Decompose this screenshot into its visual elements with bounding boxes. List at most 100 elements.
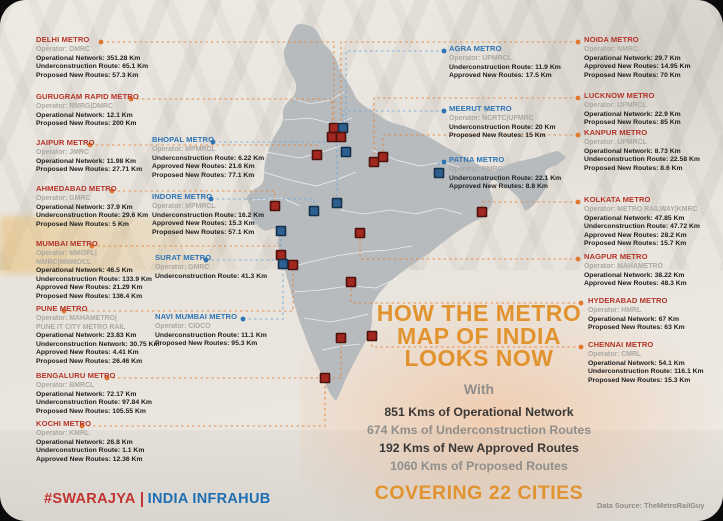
- city-operator: Operator: METRO RAILWAY|KMRC: [584, 206, 698, 214]
- city-stat: Operational Network: 12.1 Km: [36, 111, 133, 119]
- city-stat: Operational Network: 46.5 Km: [36, 267, 133, 275]
- city-label-nagpur: NAGPUR METRO Operator: MAHAMETRO Operation…: [584, 252, 718, 289]
- city-dot-mumbai: [89, 243, 95, 249]
- city-stat: Operational Network: 38.22 Km: [584, 271, 685, 279]
- city-stat: Approved New Routes: 21.6 Km: [152, 163, 255, 171]
- leader-line-nagpur: [359, 238, 578, 260]
- city-stat: Proposed New Routes: 200 Km: [36, 120, 137, 128]
- city-label-mumbai: MUMBAI METRO Operator: MMOPL| MMRC|MMMOCL O…: [36, 239, 170, 302]
- city-stat: Proposed New Routes: 70 Km: [584, 71, 681, 79]
- leader-line-bengaluru: [107, 342, 342, 379]
- city-stat: Proposed New Routes: 27.71 Km: [36, 166, 143, 174]
- city-stat: Approved New Routes: 17.5 Km: [449, 72, 552, 80]
- city-operator: Operator: RMRG|DMRC: [36, 103, 113, 111]
- city-stat: Underconstruction Route: 22.58 Km: [584, 156, 700, 164]
- city-stat: Underconstruction Route: 41.3 Km: [155, 272, 268, 280]
- city-label-noida: NOIDA METRO Operator: NMRC Operational Net…: [584, 35, 718, 80]
- city-stat: Underconstruction Route: 65.1 Km: [36, 63, 149, 71]
- leader-line-navi_mumbai: [243, 269, 284, 320]
- city-operator: Operator: DMRC: [36, 46, 90, 54]
- city-operator: PUNE IT CITY METRO RAIL: [36, 323, 126, 331]
- leader-line-noida: [340, 41, 578, 132]
- brand-separator: [140, 491, 143, 507]
- city-operator: Operator: NCRTC|UPMRC: [449, 115, 534, 123]
- leader-line-meerut: [342, 110, 444, 123]
- city-operator: Operator: MAHAMETRO|: [36, 315, 117, 323]
- city-dot-meerut: [441, 108, 447, 114]
- city-stat: Proposed New Routes: 77.1 Km: [152, 171, 255, 179]
- city-label-kolkata: KOLKATA METRO Operator: METRO RAILWAY|KMR…: [584, 195, 718, 249]
- city-stat: Underconstruction Route: 133.9 Km: [36, 275, 152, 283]
- map-marker-surat: [275, 225, 287, 237]
- city-dot-nagpur: [575, 256, 581, 262]
- city-name: BENGALURU METRO: [36, 371, 116, 380]
- city-name: GURUGRAM RAPID METRO: [36, 92, 139, 101]
- city-label-jaipur: JAIPUR METRO Operator: JMRC Operational Ne…: [36, 138, 170, 175]
- city-dot-kolkata: [575, 199, 581, 205]
- city-dot-lucknow: [575, 95, 581, 101]
- city-stat: Approved New Routes: 21.29 Km: [36, 284, 143, 292]
- city-stat: Proposed New Routes: 57.3 Km: [36, 71, 139, 79]
- with-label: With: [463, 380, 495, 397]
- city-name: NAVI MUMBAI METRO: [155, 312, 238, 321]
- city-stat: Operational Network: 351.28 Km: [36, 54, 141, 62]
- city-name: BHOPAL METRO: [152, 135, 215, 144]
- map-marker-ahmedabad: [269, 200, 281, 212]
- city-name: NAGPUR METRO: [584, 252, 648, 261]
- city-operator: Operator: CIDCO: [155, 323, 211, 331]
- headline: HOW THE METRO MAP OF INDIA LOOKS NOW Wit…: [344, 302, 614, 505]
- city-name: JAIPUR METRO: [36, 138, 95, 147]
- city-stat: Underconstruction Route: 11.1 Km: [155, 331, 267, 339]
- city-stat: Proposed New Routes: 85 Km: [584, 119, 681, 127]
- city-stat: Proposed New Routes: 26.46 Km: [36, 358, 143, 366]
- city-operator: Operator: KMRL: [36, 430, 90, 438]
- city-stat: Underconstruction Route: 6.22 Km: [152, 154, 265, 162]
- city-name: PUNE METRO: [36, 304, 88, 313]
- city-name: PATNA METRO: [449, 155, 505, 164]
- map-marker-kanpur: [377, 151, 389, 163]
- city-label-delhi: DELHI METRO Operator: DMRC Operational Net…: [36, 35, 170, 80]
- city-dot-noida: [575, 39, 581, 45]
- city-label-meerut: MEERUT METRO Operator: NCRTC|UPMRC Underco…: [449, 104, 583, 141]
- city-label-bhopal: BHOPAL METRO Operator: MPMRCL Underconstru…: [152, 135, 286, 180]
- city-name: KOCHI METRO: [36, 419, 92, 428]
- city-label-kochi: KOCHI METRO Operator: KMRL Operational Net…: [36, 419, 170, 464]
- leader-line-gurugram: [131, 98, 333, 133]
- city-stat: Approved New Routes: 48.3 Km: [584, 280, 687, 288]
- city-dot-navi_mumbai: [240, 316, 246, 322]
- brand-india-infrahub: INDIA INFRAHUB: [147, 491, 271, 507]
- city-operator: Operator: PMRC: [449, 166, 503, 174]
- city-name: MEERUT METRO: [449, 104, 512, 113]
- city-dot-bengaluru: [104, 375, 110, 381]
- city-dot-agra: [441, 48, 447, 54]
- brand-logo: #SWARAJYA INDIA INFRAHUB: [44, 491, 271, 507]
- headline-stat-2: 674 Kms of Underconstruction Routes: [366, 422, 592, 437]
- city-label-patna: PATNA METRO Operator: PMRC Underconstructi…: [449, 155, 583, 192]
- leader-line-indore: [211, 198, 315, 206]
- city-stat: Approved New Routes: 14.95 Km: [584, 63, 691, 71]
- city-stat: Operational Network: 47.85 Km: [584, 214, 685, 222]
- city-stat: Operational Network: 72.17 Km: [36, 390, 137, 398]
- city-stat: Underconstruction Network: 30.75 Km: [36, 340, 160, 348]
- headline-title-line-1: HOW THE METRO: [376, 300, 582, 326]
- city-operator: MMRC|MMMOCL: [36, 258, 92, 266]
- city-dot-kochi: [79, 423, 85, 429]
- city-name: NOIDA METRO: [584, 35, 639, 44]
- city-dot-bhopal: [210, 139, 216, 145]
- headline-stat-1: 851 Kms of Operational Network: [384, 404, 574, 419]
- headline-title-line-3: LOOKS NOW: [404, 345, 554, 371]
- city-stat: Underconstruction Route: 97.84 Km: [36, 399, 152, 407]
- city-label-pune: PUNE METRO Operator: MAHAMETRO| PUNE IT CI…: [36, 304, 170, 367]
- city-stat: Operational Network: 26.8 Km: [36, 438, 133, 446]
- city-stat: Operational Network: 23.83 Km: [36, 332, 137, 340]
- city-name: LUCKNOW METRO: [584, 91, 655, 100]
- leader-line-agra: [345, 50, 444, 147]
- city-stat: Operational Network: 11.98 Km: [36, 157, 137, 165]
- city-dot-surat: [203, 257, 209, 263]
- headline-title: HOW THE METRO MAP OF INDIA LOOKS NOW: [344, 302, 614, 370]
- city-stat: Underconstruction Route: 11.9 Km: [449, 63, 561, 71]
- city-stat: Operational Network: 22.9 Km: [584, 110, 681, 118]
- brand-swarajya: #SWARAJYA: [44, 491, 136, 507]
- map-marker-noida: [335, 131, 347, 143]
